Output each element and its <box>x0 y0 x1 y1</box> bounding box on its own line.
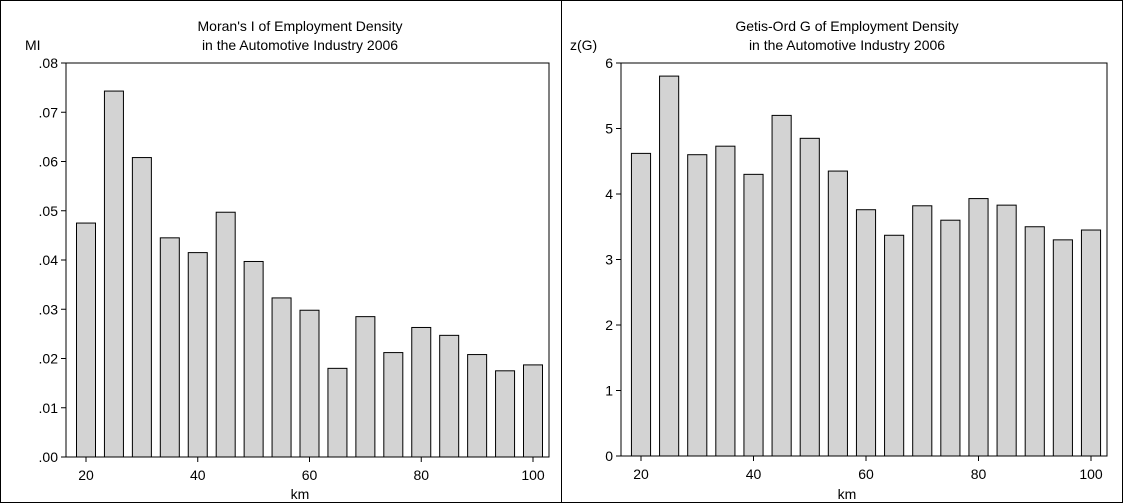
bar-35km <box>715 145 736 457</box>
y-tick-label: .01 <box>39 400 59 416</box>
bar-80km <box>411 326 432 458</box>
bar-30km <box>131 157 152 458</box>
bar-85km <box>439 334 460 458</box>
bar-90km <box>1024 226 1045 457</box>
bar-65km <box>327 367 348 458</box>
bar-55km <box>827 170 848 457</box>
x-tick-label: 100 <box>1079 466 1103 482</box>
bar-50km <box>799 137 820 457</box>
x-axis-label: km <box>838 486 857 502</box>
y-tick-label: 2 <box>605 317 613 333</box>
chart-panel-getis-ord-g: Getis-Ord G of Employment Density in the… <box>561 0 1123 503</box>
bar-90km <box>467 354 488 458</box>
bar-50km <box>243 260 264 458</box>
bar-45km <box>215 211 236 458</box>
chart-title-line-2: in the Automotive Industry 2006 <box>749 37 945 53</box>
bar-65km <box>884 234 905 457</box>
bar-35km <box>159 237 180 458</box>
bar-95km <box>495 370 516 458</box>
chart-title-line-1: Moran's I of Employment Density <box>198 18 403 34</box>
bar-70km <box>912 205 933 457</box>
y-tick-label: 1 <box>605 383 613 399</box>
bar-80km <box>968 198 989 457</box>
x-axis-label: km <box>291 486 310 502</box>
bar-25km <box>103 90 124 458</box>
y-tick-label: .07 <box>39 104 59 120</box>
y-tick-label: .05 <box>39 203 59 219</box>
x-tick-label: 20 <box>78 467 94 483</box>
y-tick-label: 4 <box>605 186 613 202</box>
x-tick-label: 100 <box>521 467 545 483</box>
bar-20km <box>76 222 96 458</box>
bar-30km <box>687 154 708 457</box>
y-tick-label: .03 <box>39 301 59 317</box>
bar-70km <box>355 316 376 458</box>
x-tick-label: 80 <box>971 466 987 482</box>
y-tick-label: 6 <box>605 55 613 71</box>
x-tick-label: 20 <box>633 466 649 482</box>
y-axis-label: MI <box>25 37 41 53</box>
bar-45km <box>771 114 792 457</box>
bar-100km <box>523 364 543 458</box>
chart-title-line-2: in the Automotive Industry 2006 <box>202 37 398 53</box>
x-tick-label: 40 <box>746 466 762 482</box>
bar-85km <box>996 204 1017 457</box>
x-tick-label: 60 <box>302 467 318 483</box>
bar-75km <box>383 352 404 458</box>
x-tick-label: 40 <box>190 467 206 483</box>
bar-60km <box>299 309 320 458</box>
y-tick-label: .06 <box>39 154 59 170</box>
x-tick-label: 80 <box>413 467 429 483</box>
bar-25km <box>659 75 680 457</box>
bar-75km <box>940 219 961 457</box>
y-tick-label: 3 <box>605 252 613 268</box>
x-tick-label: 60 <box>858 466 874 482</box>
bar-40km <box>187 252 208 458</box>
y-tick-label: .08 <box>39 55 59 71</box>
y-tick-label: .00 <box>39 449 59 465</box>
y-axis-label: z(G) <box>570 37 597 53</box>
y-tick-label: .02 <box>39 351 59 367</box>
getis-ord-g-bar-chart: Getis-Ord G of Employment Density in the… <box>570 18 1108 502</box>
bar-20km <box>630 152 652 457</box>
bar-60km <box>855 209 877 457</box>
chart-panel-morans-i: Moran's I of Employment Density in the A… <box>0 0 562 503</box>
y-tick-label: 5 <box>605 121 613 137</box>
bar-100km <box>1080 229 1102 457</box>
bar-40km <box>743 173 764 457</box>
bar-55km <box>271 297 292 458</box>
y-tick-label: 0 <box>605 448 613 464</box>
bar-95km <box>1052 239 1073 457</box>
morans-i-bar-chart: Moran's I of Employment Density in the A… <box>25 18 550 502</box>
chart-title-line-1: Getis-Ord G of Employment Density <box>735 18 958 34</box>
y-tick-label: .04 <box>39 252 59 268</box>
